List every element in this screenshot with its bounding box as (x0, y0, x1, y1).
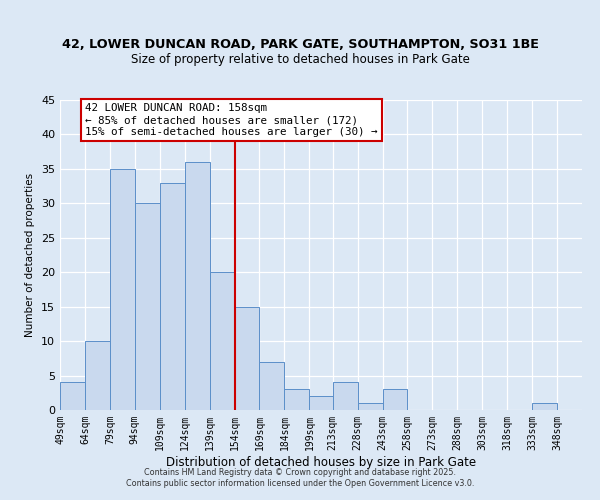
Bar (259, 362, 284, 410)
Text: Contains HM Land Registry data © Crown copyright and database right 2025.
Contai: Contains HM Land Registry data © Crown c… (126, 468, 474, 487)
Text: 42, LOWER DUNCAN ROAD, PARK GATE, SOUTHAMPTON, SO31 1BE: 42, LOWER DUNCAN ROAD, PARK GATE, SOUTHA… (62, 38, 538, 51)
Bar (85, 341, 110, 410)
Bar (160, 182, 185, 410)
Bar (532, 403, 557, 410)
Bar (185, 162, 209, 410)
Bar (110, 169, 135, 410)
Bar (60, 382, 85, 410)
Y-axis label: Number of detached properties: Number of detached properties (25, 173, 35, 337)
Text: 42 LOWER DUNCAN ROAD: 158sqm
← 85% of detached houses are smaller (172)
15% of s: 42 LOWER DUNCAN ROAD: 158sqm ← 85% of de… (85, 104, 377, 136)
Bar (310, 396, 332, 410)
Bar (332, 382, 358, 410)
Bar (135, 204, 160, 410)
Bar (383, 390, 407, 410)
Bar (284, 390, 310, 410)
Bar (235, 306, 259, 410)
X-axis label: Distribution of detached houses by size in Park Gate: Distribution of detached houses by size … (166, 456, 476, 468)
Bar (209, 272, 235, 410)
Bar (358, 403, 383, 410)
Text: Size of property relative to detached houses in Park Gate: Size of property relative to detached ho… (131, 52, 469, 66)
